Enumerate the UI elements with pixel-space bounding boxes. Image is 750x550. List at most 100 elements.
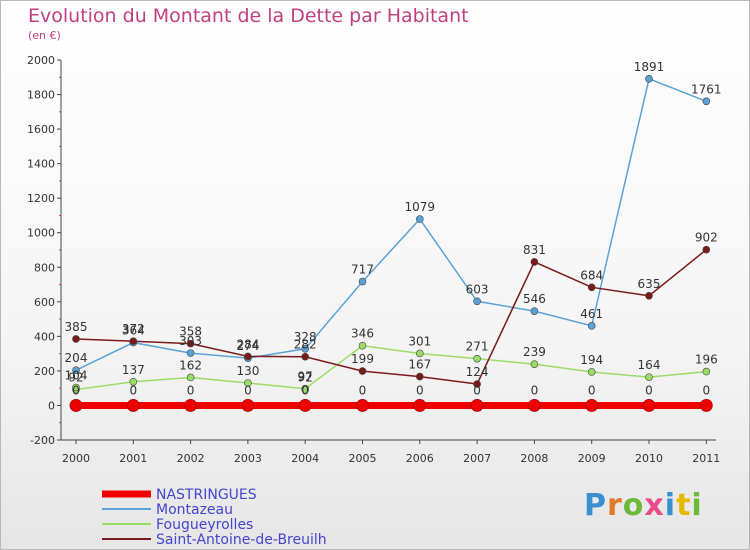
data-label: 282 [294,338,317,352]
data-label: 204 [65,351,88,365]
data-point [530,360,539,368]
x-tick-label: 2003 [234,452,262,465]
data-point [645,291,653,300]
data-point-nastringues [699,399,713,412]
data-point [301,344,310,353]
data-point [129,337,138,346]
data-point-nastringues [126,399,140,412]
y-tick-label: 0 [48,399,55,412]
series-line-1 [75,77,707,371]
data-point [72,383,80,392]
x-tick-label: 2001 [119,452,147,465]
data-point [702,97,711,106]
data-point [530,307,539,315]
data-label: 1761 [691,82,722,96]
data-label-zero: 0 [645,383,653,397]
data-point [358,367,367,375]
data-label: 346 [351,327,374,341]
data-label: 124 [466,365,489,379]
data-label: 603 [466,282,489,296]
data-label: 239 [523,345,546,359]
y-tick-label: 600 [34,296,55,309]
series-line-3 [75,249,707,385]
x-tick-label: 2000 [62,452,90,465]
data-point [473,354,481,363]
data-point-nastringues [298,399,312,412]
data-label: 303 [179,334,202,348]
data-point-nastringues [241,399,255,412]
data-label-zero: 0 [416,383,424,397]
data-point [301,385,310,394]
data-label-zero: 0 [301,383,309,397]
data-label: 274 [236,339,259,353]
data-label: 385 [65,320,88,334]
legend-label: Fougueyrolles [156,517,253,533]
data-point [415,372,424,381]
proxiti-logo: Proxiti [584,488,703,523]
data-label-zero: 0 [72,383,80,397]
data-point [415,215,424,223]
data-label: 92 [68,371,83,385]
data-point [186,339,195,348]
chart-subtitle: (en €) [28,29,61,42]
data-label: 284 [236,337,259,351]
data-point [702,367,711,376]
data-point [530,258,539,266]
data-label: 301 [408,334,431,348]
data-point-nastringues [69,399,83,412]
data-label: 1891 [634,60,665,74]
x-tick-label: 2009 [578,452,606,465]
chart-title: Evolution du Montant de la Dette par Hab… [28,5,469,27]
x-tick-label: 2011 [692,452,720,465]
data-point [301,352,310,361]
x-tick-label: 2005 [349,452,377,465]
legend-label: Montazeau [156,502,233,518]
x-tick-label: 2006 [406,452,434,465]
data-label: 97 [298,370,313,384]
y-tick-label: 1800 [27,89,55,102]
x-tick-label: 2002 [177,452,205,465]
data-label: 328 [294,330,317,344]
data-point [186,373,195,382]
data-label: 546 [523,292,546,306]
data-point [645,373,653,381]
data-label-zero: 0 [244,383,252,397]
x-tick-label: 2004 [291,452,319,465]
data-label: 364 [122,324,145,338]
data-point [358,277,367,286]
data-label-zero: 0 [359,383,367,397]
data-label: 104 [65,368,88,382]
x-tick-label: 2010 [635,452,663,465]
data-label: 196 [695,353,718,367]
data-label: 199 [351,352,374,366]
data-label: 684 [580,268,603,282]
y-tick-label: 200 [34,365,55,378]
legend-label: Saint-Antoine-de-Breuilh [156,532,327,548]
data-label-zero: 0 [702,383,710,397]
data-label: 717 [351,263,374,277]
data-point [129,377,138,386]
data-label: 831 [523,243,546,257]
data-label: 635 [638,277,661,291]
series-line-2 [75,344,707,391]
data-label-zero: 0 [531,383,539,397]
data-label-zero: 0 [588,383,596,397]
x-tick-label: 2007 [463,452,491,465]
data-label: 902 [695,231,718,245]
data-point [587,283,596,292]
data-label: 1079 [405,200,436,214]
y-tick-label: 1200 [27,192,55,205]
data-label: 164 [638,358,661,372]
data-point [587,368,596,376]
data-label-zero: 0 [129,383,137,397]
data-point [72,366,80,375]
data-label: 271 [466,340,489,354]
data-point-nastringues [585,399,599,412]
data-point [645,75,653,83]
data-label: 162 [179,358,202,372]
data-point [244,379,252,387]
data-label: 194 [580,353,603,367]
y-tick-label: 1400 [27,158,55,171]
